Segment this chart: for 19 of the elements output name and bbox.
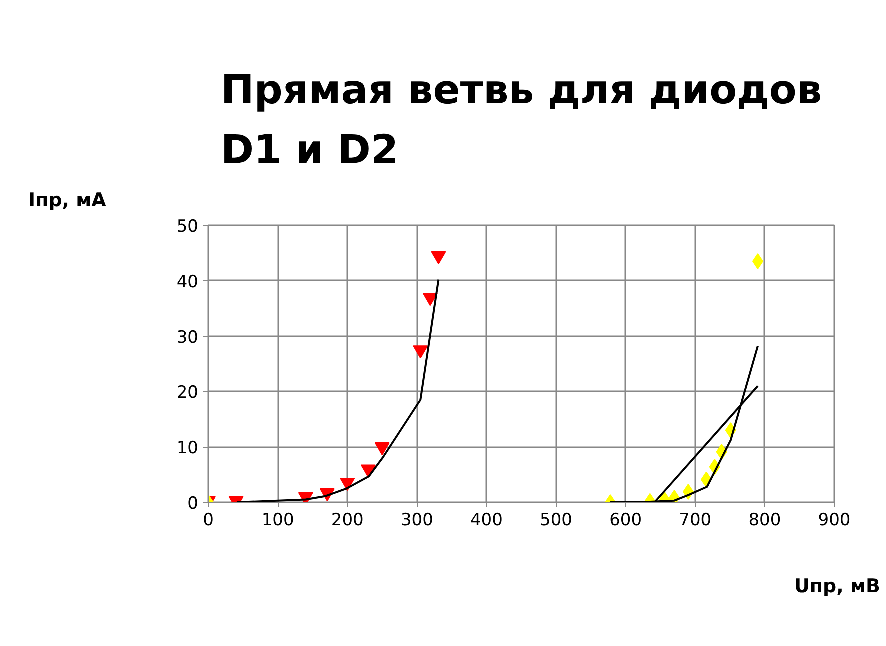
- x-tick-label: 600: [610, 510, 642, 530]
- x-tick-label: 900: [818, 510, 851, 530]
- y-tick-label: 0: [188, 494, 199, 514]
- x-axis-title: Uпр, мВ: [794, 576, 881, 598]
- x-tick-label: 0: [203, 510, 214, 530]
- y-tick-label: 10: [176, 438, 199, 459]
- x-tick-label: 700: [679, 510, 712, 530]
- y-tick-label: 40: [176, 272, 199, 292]
- x-tick-label: 200: [331, 510, 364, 530]
- x-tick-label: 800: [748, 510, 782, 530]
- y-tick-label: 50: [176, 217, 199, 237]
- chart-title: Прямая ветвь для диодов D1 и D2: [220, 68, 822, 174]
- x-tick-label: 100: [262, 510, 294, 530]
- y-tick-label: 30: [176, 328, 199, 348]
- x-tick-label: 300: [400, 510, 434, 530]
- x-tick-label: 400: [470, 510, 503, 530]
- x-tick-label: 500: [540, 510, 573, 530]
- y-tick-label: 20: [176, 383, 199, 404]
- y-axis-title: Iпр, мА: [28, 190, 107, 212]
